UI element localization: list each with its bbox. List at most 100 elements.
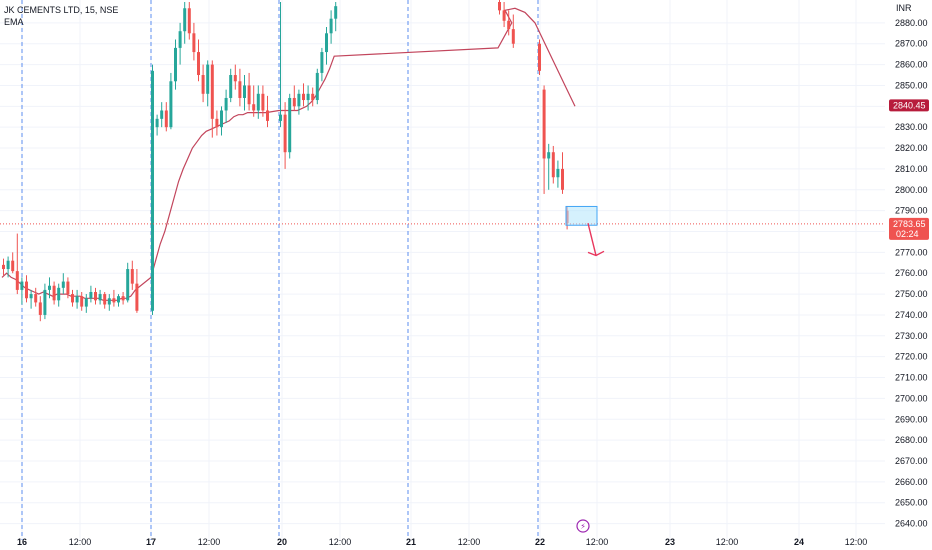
candle-body xyxy=(20,281,24,290)
candle xyxy=(11,252,15,274)
candle xyxy=(302,83,305,107)
candle-body xyxy=(183,8,187,32)
candle xyxy=(43,283,47,320)
candle xyxy=(197,39,200,82)
candle-body xyxy=(201,75,205,94)
candle-body xyxy=(155,118,159,128)
candle-body xyxy=(15,271,19,290)
candle-body xyxy=(71,294,74,303)
candle xyxy=(561,152,564,194)
candle-body xyxy=(38,302,42,315)
candle xyxy=(155,114,159,136)
y-tick-label: 2800.00 xyxy=(895,185,928,195)
y-tick-label: 2710.00 xyxy=(895,373,928,383)
candle xyxy=(183,2,187,44)
candle xyxy=(502,2,506,28)
ema-tag-text: 2840.45 xyxy=(893,100,926,110)
y-tick-label: 2870.00 xyxy=(895,39,928,49)
candle xyxy=(498,0,501,15)
candle-body xyxy=(561,168,564,190)
x-tick-label: 22 xyxy=(535,537,545,547)
candle xyxy=(538,39,541,76)
x-tick-label: 12:00 xyxy=(329,537,352,547)
candle xyxy=(57,283,61,307)
x-tick-label: 21 xyxy=(406,537,416,547)
candle-body xyxy=(547,152,551,159)
symbol-title[interactable]: JK CEMENTS LTD, 15, NSE xyxy=(4,5,119,15)
candle xyxy=(224,89,228,124)
y-tick-label: 2880.00 xyxy=(895,18,928,28)
candle-body xyxy=(297,93,301,107)
currency-label: INR xyxy=(896,3,912,13)
candle-body xyxy=(306,93,310,101)
candle xyxy=(94,287,97,305)
event-icon: ⚡ xyxy=(576,519,590,533)
candle-body xyxy=(229,75,233,98)
candle-body xyxy=(247,85,251,105)
y-tick-label: 2690.00 xyxy=(895,414,928,424)
candle xyxy=(297,89,301,115)
candle-body xyxy=(502,10,506,21)
candle-body xyxy=(302,93,305,101)
candle-body xyxy=(107,298,111,305)
candle xyxy=(71,289,74,307)
projection-arrow-head xyxy=(587,250,605,257)
candle-body xyxy=(34,294,38,303)
y-tick-label: 2720.00 xyxy=(895,352,928,362)
candle xyxy=(229,68,233,103)
candle-body xyxy=(25,281,28,299)
candle-body xyxy=(174,47,177,82)
candle-body xyxy=(61,281,65,288)
candle xyxy=(220,106,223,136)
candle-body xyxy=(11,260,15,272)
candle-body xyxy=(334,6,338,19)
candle xyxy=(151,64,154,315)
candle xyxy=(556,160,560,188)
candle-body xyxy=(2,264,5,270)
candle-body xyxy=(224,97,228,111)
last-price-text: 2783.65 xyxy=(893,219,926,229)
candle-body xyxy=(160,110,164,119)
candle-body xyxy=(130,269,134,284)
y-tick-label: 2680.00 xyxy=(895,435,928,445)
candle xyxy=(20,277,24,305)
drawings[interactable]: ⚡ xyxy=(0,205,885,533)
candle xyxy=(192,22,196,61)
candle-body xyxy=(507,20,511,30)
candle-body xyxy=(6,260,10,270)
candle-body xyxy=(164,110,168,128)
candle xyxy=(6,256,10,278)
candle-body xyxy=(169,81,173,128)
x-tick-label: 12:00 xyxy=(198,537,221,547)
candle xyxy=(135,269,139,313)
candle xyxy=(320,47,324,82)
y-tick-label: 2790.00 xyxy=(895,206,928,216)
candle-body xyxy=(135,283,139,311)
candle-body xyxy=(329,18,333,34)
candle xyxy=(292,85,296,111)
candle-body xyxy=(220,110,223,128)
candle xyxy=(107,294,111,311)
chart-legend: JK CEMENTS LTD, 15, NSE EMA xyxy=(4,4,118,28)
candle xyxy=(261,85,265,117)
candle-body xyxy=(256,93,260,111)
indicator-label[interactable]: EMA xyxy=(4,17,24,27)
candle xyxy=(288,93,292,159)
candle-body xyxy=(210,64,214,119)
price-axis[interactable]: 2640.00 2650.00 2660.00 2670.00 2680.00 2690.… xyxy=(895,18,928,529)
time-axis[interactable]: 16 12:00 17 12:00 20 12:00 21 12:00 22 12:00 23 12:… xyxy=(17,537,867,547)
y-tick-label: 2640.00 xyxy=(895,519,928,529)
candle xyxy=(130,260,134,290)
candle xyxy=(61,273,65,295)
y-tick-label: 2750.00 xyxy=(895,289,928,299)
candle xyxy=(25,275,28,303)
candle-body xyxy=(84,298,88,307)
candle xyxy=(511,14,515,48)
candle-body xyxy=(261,93,265,111)
candle-body xyxy=(238,81,242,98)
candle-body xyxy=(283,114,287,153)
candle xyxy=(38,296,42,322)
candle-body xyxy=(48,285,51,290)
candle xyxy=(121,291,125,305)
